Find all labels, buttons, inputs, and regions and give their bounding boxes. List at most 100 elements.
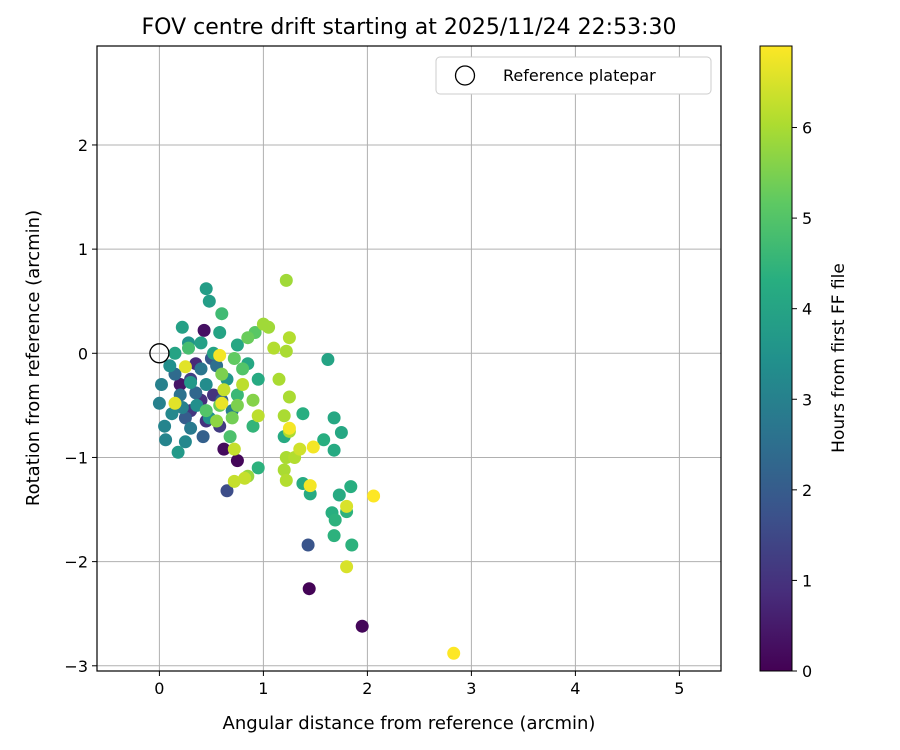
x-tick-label: 1 <box>258 679 268 698</box>
data-point <box>178 435 192 449</box>
data-point <box>152 396 166 410</box>
data-point <box>213 326 227 339</box>
data-point <box>223 430 237 444</box>
data-point <box>217 442 231 456</box>
y-tick-label: −3 <box>64 657 88 676</box>
y-axis-label: Rotation from reference (arcmin) <box>23 210 44 506</box>
colorbar-ticks: 0 1 2 3 4 5 6 <box>792 119 812 681</box>
colorbar-tick-label: 5 <box>802 209 812 228</box>
colorbar-tick-label: 0 <box>802 662 812 681</box>
data-point <box>321 353 335 366</box>
colorbar-tick-label: 1 <box>802 571 812 590</box>
data-point <box>173 378 187 391</box>
data-point <box>238 471 252 485</box>
data-point <box>215 396 229 410</box>
data-point <box>163 359 177 373</box>
data-point <box>236 362 250 376</box>
data-point <box>210 414 224 428</box>
data-point <box>171 445 185 459</box>
data-point <box>184 421 198 435</box>
x-tick-label: 3 <box>466 679 476 698</box>
data-point <box>296 407 310 421</box>
data-point <box>328 513 342 527</box>
data-point <box>302 582 316 596</box>
reference-marker <box>149 343 170 364</box>
data-point <box>340 499 354 513</box>
data-point <box>230 398 244 412</box>
data-point <box>227 442 241 456</box>
data-point <box>168 396 182 410</box>
data-point <box>241 331 255 345</box>
data-point <box>327 443 341 457</box>
y-tick-label: 0 <box>78 344 88 363</box>
data-point <box>447 646 461 660</box>
colorbar-gradient <box>759 45 793 672</box>
data-point <box>293 442 307 456</box>
data-point <box>344 480 358 494</box>
data-point <box>197 323 211 337</box>
data-point <box>165 407 179 421</box>
data-point <box>230 338 244 352</box>
data-point <box>277 463 291 477</box>
data-point <box>367 489 381 503</box>
legend-label: Reference platepar <box>503 66 656 85</box>
legend: Reference platepar <box>435 56 712 95</box>
data-point <box>225 411 239 425</box>
data-point <box>202 294 216 308</box>
y-tick-label: −1 <box>64 448 88 467</box>
x-tick-label: 5 <box>674 679 684 698</box>
data-point <box>279 473 293 487</box>
colorbar-tick-label: 6 <box>802 119 812 138</box>
plot-frame <box>96 45 722 672</box>
data-point <box>272 372 286 386</box>
data-point <box>159 433 173 447</box>
data-point <box>196 430 210 444</box>
data-point <box>251 372 265 386</box>
data-point <box>277 409 291 423</box>
data-point <box>199 378 213 391</box>
data-point <box>355 619 369 633</box>
data-point <box>279 273 293 287</box>
data-point <box>345 538 359 552</box>
data-point <box>267 341 281 355</box>
data-point <box>189 386 203 400</box>
data-point <box>178 411 192 425</box>
data-point <box>334 426 348 439</box>
data-point <box>251 409 265 423</box>
data-point <box>279 344 293 358</box>
colorbar: 0 1 2 3 4 5 6 Hours from first FF file <box>759 45 849 681</box>
data-point <box>332 488 346 502</box>
y-axis-ticks: −3 −2 −1 0 1 2 <box>64 136 97 676</box>
data-point <box>340 560 354 574</box>
colorbar-label: Hours from first FF file <box>829 263 849 453</box>
legend-marker <box>454 65 476 86</box>
data-point <box>215 307 229 321</box>
data-point <box>282 421 296 435</box>
data-point <box>158 419 172 433</box>
data-point <box>251 461 265 475</box>
x-tick-label: 2 <box>362 679 372 698</box>
y-tick-label: 2 <box>78 136 88 155</box>
data-point <box>227 474 241 488</box>
chart-title: FOV centre drift starting at 2025/11/24 … <box>142 15 677 40</box>
legend-box <box>435 56 712 95</box>
data-point <box>155 378 168 391</box>
data-point <box>282 331 296 345</box>
data-point <box>182 341 195 355</box>
data-point <box>199 282 213 296</box>
data-point <box>246 393 260 407</box>
x-axis-ticks: 0 1 2 3 4 5 <box>154 671 684 698</box>
data-point <box>215 367 229 381</box>
data-point <box>327 411 341 425</box>
data-point <box>227 352 241 365</box>
data-point <box>236 378 250 391</box>
data-point <box>306 440 320 454</box>
data-point <box>282 390 296 404</box>
data-point <box>194 336 208 350</box>
data-point <box>194 362 208 376</box>
data-point <box>230 454 244 468</box>
data-point <box>178 360 192 374</box>
data-point <box>175 320 189 334</box>
data-points <box>152 273 461 660</box>
y-tick-label: −2 <box>64 553 88 572</box>
